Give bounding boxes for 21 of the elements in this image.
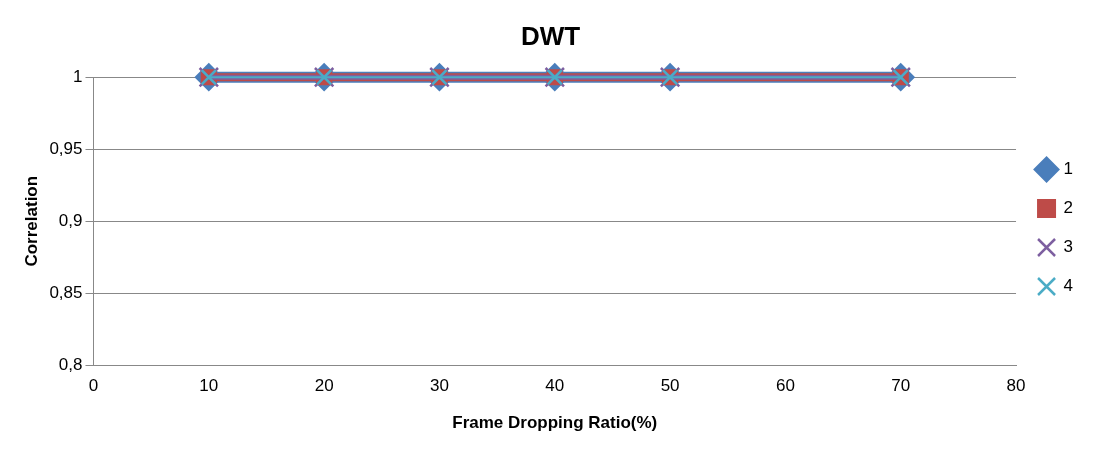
legend-label: 4 bbox=[1063, 276, 1074, 296]
x-tick-label: 80 bbox=[1006, 376, 1026, 396]
legend-label: 1 bbox=[1063, 159, 1074, 179]
x-tick-label: 40 bbox=[545, 376, 565, 396]
y-tick-label: 0,9 bbox=[58, 210, 83, 230]
x-tick-label: 0 bbox=[88, 376, 99, 396]
y-tick-label: 0,8 bbox=[58, 354, 83, 374]
x-tick-label: 60 bbox=[775, 376, 795, 396]
chart-title: DWT bbox=[520, 20, 581, 51]
x-tick-label: 50 bbox=[660, 376, 680, 396]
x-tick-label: 20 bbox=[314, 376, 334, 396]
x-tick-label: 10 bbox=[199, 376, 219, 396]
x-tick-label: 30 bbox=[429, 376, 449, 396]
x-tick-label: 70 bbox=[891, 376, 911, 396]
y-tick-label: 1 bbox=[73, 66, 83, 86]
legend-label: 3 bbox=[1063, 237, 1074, 257]
y-tick-label: 0,85 bbox=[49, 282, 83, 302]
x-axis-title: Frame Dropping Ratio(%) bbox=[452, 413, 658, 433]
y-axis-title: Correlation bbox=[21, 175, 41, 267]
y-tick-label: 0,95 bbox=[49, 138, 83, 158]
legend-label: 2 bbox=[1063, 198, 1074, 218]
